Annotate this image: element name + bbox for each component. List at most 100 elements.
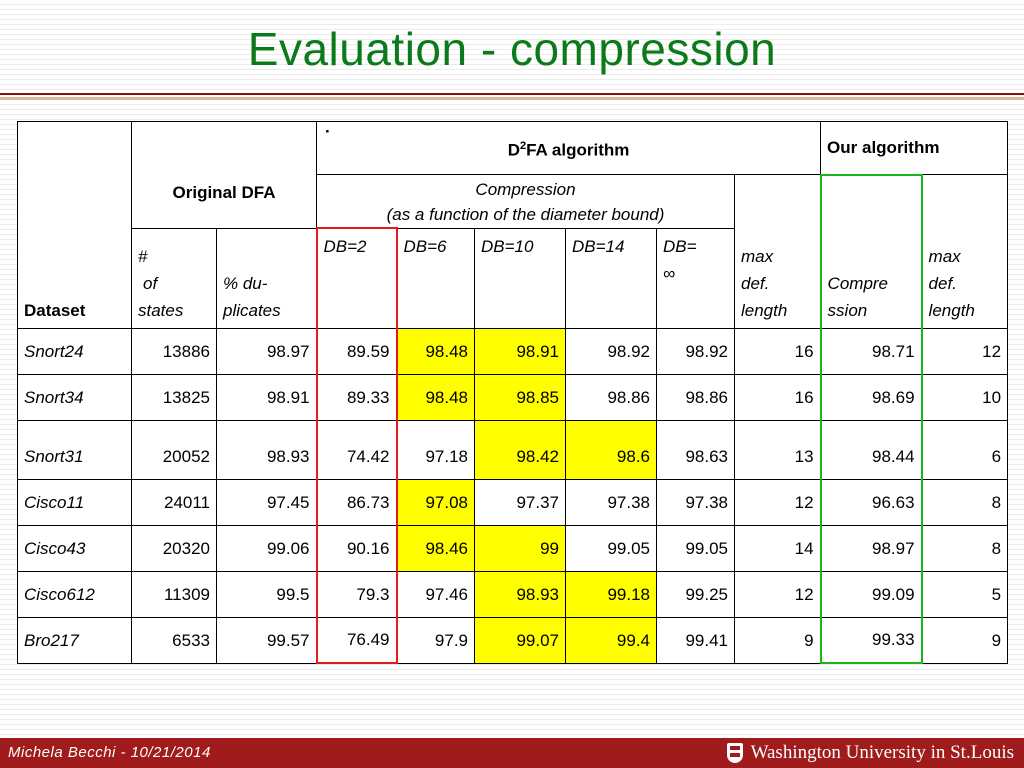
cell-states: 13886	[131, 327, 217, 375]
header-ours-max-line1: max	[928, 246, 961, 266]
cell-ours: 98.97	[819, 524, 923, 572]
header-states-line1: #	[138, 246, 148, 266]
cell-states: 24011	[131, 478, 217, 526]
cell-db10: 99	[474, 524, 566, 572]
cell-states: 13825	[131, 373, 217, 421]
cell-dbinf: 99.41	[656, 616, 735, 664]
cell-max-def: 12	[733, 478, 822, 526]
cell-db10: 98.91	[474, 327, 566, 375]
cell-max-def: 13	[733, 419, 822, 480]
header-states-line2: of	[143, 273, 158, 293]
header-db6: DB=6	[396, 227, 475, 329]
header-ours-comp-line2: ssion	[827, 300, 868, 320]
cell-dataset: Cisco43	[17, 524, 132, 572]
header-ours-max-line3: length	[928, 300, 975, 320]
cell-db2: 79.3	[315, 570, 398, 618]
header-our-max-def-length: max def. length	[921, 174, 1009, 329]
header-dataset: Dataset	[17, 121, 132, 329]
header-d2fa-sup: 2	[519, 139, 527, 152]
header-dup-line1: % du-	[223, 273, 268, 293]
cell-ours: 99.09	[819, 570, 923, 618]
header-ours-max-line2: def.	[928, 273, 957, 293]
cell-db14: 99.05	[565, 524, 657, 572]
cell-max-def: 16	[733, 327, 822, 375]
header-dbinf: DB= ∞	[656, 227, 735, 329]
cell-ours-max: 9	[921, 616, 1009, 664]
header-db2: DB=2	[315, 227, 398, 329]
cell-dbinf: 99.25	[656, 570, 735, 618]
cell-max-def: 16	[733, 373, 822, 421]
cell-db14: 97.38	[565, 478, 657, 526]
cell-duplicates: 97.45	[216, 478, 317, 526]
cell-dataset: Snort31	[17, 419, 132, 480]
cell-db10: 97.37	[474, 478, 566, 526]
cell-max-def: 12	[733, 570, 822, 618]
header-db10: DB=10	[474, 227, 566, 329]
cell-db10: 99.07	[474, 616, 566, 664]
cell-ours-max: 10	[921, 373, 1009, 421]
header-d2fa: · D2FA algorithm	[315, 121, 822, 175]
cell-db2: 89.33	[315, 373, 398, 421]
header-d2fa-prefix: D	[507, 140, 520, 160]
cell-db2: 86.73	[315, 478, 398, 526]
university-logo: Washington University in St.Louis	[726, 741, 1014, 765]
cell-ours: 98.69	[819, 373, 923, 421]
cell-states: 20320	[131, 524, 217, 572]
cell-db6: 98.46	[396, 524, 475, 572]
cell-db2: 90.16	[315, 524, 398, 572]
title-divider	[0, 93, 1024, 95]
cell-duplicates: 98.97	[216, 327, 317, 375]
cell-dbinf: 98.92	[656, 327, 735, 375]
cell-dataset: Bro217	[17, 616, 132, 664]
header-compression-line2: (as a function of the diameter bound)	[386, 205, 665, 224]
header-our-algorithm: Our algorithm	[820, 121, 1009, 175]
header-states-line3: states	[138, 300, 184, 320]
cell-ours-max: 5	[921, 570, 1009, 618]
cell-db6: 97.18	[396, 419, 475, 480]
cell-db10: 98.93	[474, 570, 566, 618]
header-dbinf-line2: ∞	[663, 263, 676, 283]
cell-db6: 98.48	[396, 327, 475, 375]
header-max-line2: def.	[741, 273, 770, 293]
cell-ours: 98.44	[819, 419, 923, 480]
cell-duplicates: 98.93	[216, 419, 317, 480]
title-divider-accent	[0, 97, 1024, 100]
cell-dbinf: 97.38	[656, 478, 735, 526]
cell-db14: 98.92	[565, 327, 657, 375]
cell-db6: 97.46	[396, 570, 475, 618]
header-dbinf-line1: DB=	[663, 236, 697, 256]
header-compression: Compression (as a function of the diamet…	[316, 174, 735, 229]
cell-db14: 98.86	[565, 373, 657, 421]
header-original-dfa: Original DFA	[131, 121, 317, 229]
header-dot: ·	[325, 122, 331, 141]
cell-dbinf: 99.05	[656, 524, 735, 572]
header-compression-line1: Compression	[475, 180, 576, 199]
cell-duplicates: 98.91	[216, 373, 317, 421]
header-max-line3: length	[741, 300, 788, 320]
cell-db2: 76.49	[315, 616, 398, 664]
cell-db2: 89.59	[315, 327, 398, 375]
cell-duplicates: 99.06	[216, 524, 317, 572]
slide-title: Evaluation - compression	[247, 23, 777, 75]
table-row: Snort24 13886 98.97 89.59 98.48 98.91 98…	[17, 327, 1009, 375]
cell-dataset: Cisco11	[17, 478, 132, 526]
header-duplicates: % du- plicates	[216, 227, 317, 329]
table-row: Cisco11 24011 97.45 86.73 97.08 97.37 97…	[17, 478, 1009, 526]
header-ours-comp-line1: Compre	[827, 273, 889, 293]
header-db14: DB=14	[565, 227, 657, 329]
footer-bar: Michela Becchi - 10/21/2014 Washington U…	[0, 738, 1024, 768]
header-our-compression: Compre ssion	[819, 173, 923, 329]
cell-dataset: Snort24	[17, 327, 132, 375]
table-row: Cisco612 11309 99.5 79.3 97.46 98.93 99.…	[17, 570, 1009, 618]
cell-db14: 99.4	[565, 616, 657, 664]
cell-ours: 99.33	[819, 616, 923, 664]
compression-table: Dataset Original DFA · D2FA algorithm Ou…	[17, 121, 1009, 664]
cell-db10: 98.42	[474, 419, 566, 480]
cell-ours-max: 6	[921, 419, 1009, 480]
footer-author: Michela Becchi - 10/21/2014	[8, 744, 211, 761]
cell-dataset: Snort34	[17, 373, 132, 421]
cell-states: 20052	[131, 419, 217, 480]
cell-states: 6533	[131, 616, 217, 664]
cell-duplicates: 99.57	[216, 616, 317, 664]
shield-icon	[726, 743, 743, 763]
